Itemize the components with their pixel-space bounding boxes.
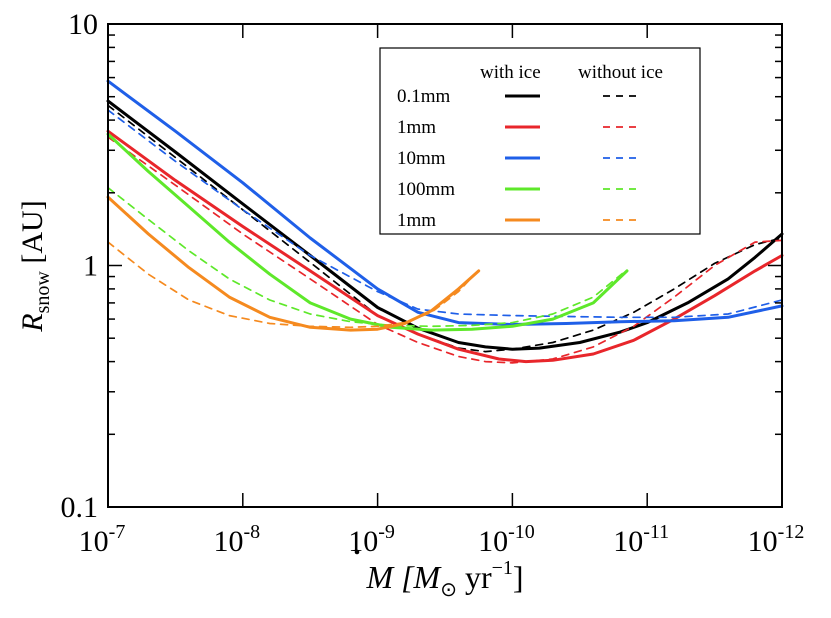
ticks-layer: 10 1 0.110-7 10-8 10-9 10-10 10-11 10-12 [61,8,805,558]
svg-text:M [M⊙ yr−1]: M [M⊙ yr−1] [365,557,523,601]
y-axis-title: Rsnow [AU] [16,200,54,332]
legend-box [379,47,701,235]
series-1mm-with-ice-2 [106,129,784,364]
x-tick-label-9: 10-9 [348,521,395,558]
y-tick-label-0-1: 0.1 [61,491,99,524]
series-1mm-without-ice-3 [107,136,783,364]
y-tick-label-1: 1 [83,250,98,283]
legend-rows: 0.1mm 1mm 10mm 100mm 1mm [397,86,640,231]
legend-label-100mm-3: 100mm [397,179,455,200]
x-axis-title: M [M⊙ yr−1] [354,549,524,601]
series-100mm-without-ice-7 [107,186,624,328]
legend: with ice without ice 0.1mm 1mm 10mm 100mm 1m… [379,47,701,235]
series-1mm-without-ice-9 [107,241,476,329]
series-1mm-with-ice-8 [106,195,481,332]
series-10mm-without-ice-5 [107,109,783,319]
x-tick-label-12: 10-12 [748,521,805,558]
mdot-dot [354,549,360,555]
legend-label-1mm-1: 1mm [397,117,436,138]
x-tick-label-10: 10-10 [478,521,535,558]
legend-header-without: without ice [578,62,663,83]
legend-header-with: with ice [480,62,541,83]
series-0-1mm-without-ice-1 [107,104,783,353]
legend-label-10mm-2: 10mm [397,148,446,169]
series-layer [106,79,784,364]
x-tick-label-11: 10-11 [613,521,669,558]
legend-label-1mm-4: 1mm [397,210,436,231]
x-tick-label-7: 10-7 [79,521,126,558]
series-10mm-with-ice-4 [106,79,784,326]
legend-label-0-1mm-0: 0.1mm [397,86,451,107]
y-tick-label-10: 10 [68,8,98,41]
x-tick-label-8: 10-8 [213,521,260,558]
